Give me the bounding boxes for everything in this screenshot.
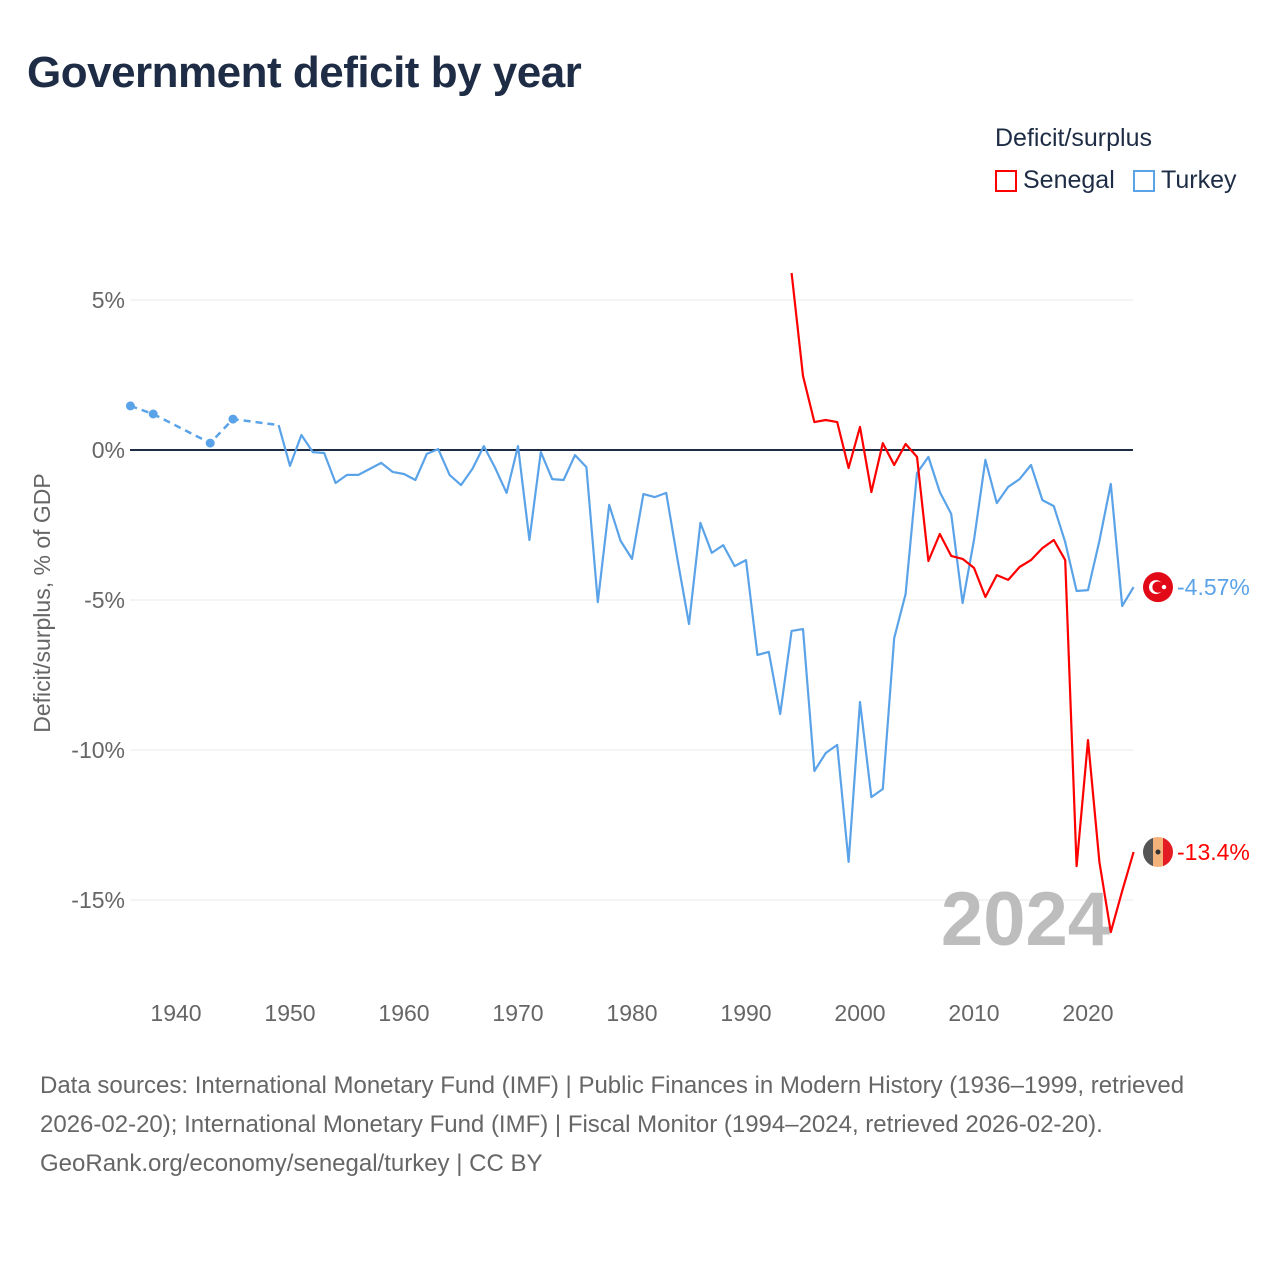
y-tick-label: -10% [71,737,125,763]
flag-star [1155,849,1161,855]
end-value-label-turkey: -4.57% [1177,574,1250,600]
x-tick-label: 1970 [492,1000,543,1026]
flag-stripe-right [1163,837,1173,867]
legend-title: Deficit/surplus [995,124,1152,152]
data-point-turkey [125,401,135,411]
x-tick-label: 1940 [150,1000,201,1026]
y-tick-label: 5% [92,287,125,313]
x-tick-label: 2020 [1062,1000,1113,1026]
x-tick-label: 1980 [606,1000,657,1026]
turkey-flag-icon [1143,572,1173,603]
y-tick-label: 0% [92,437,125,463]
legend-label: Senegal [1023,166,1115,194]
data-point-turkey [205,438,215,448]
legend-swatch-turkey [1133,169,1155,192]
x-tick-label: 2000 [834,1000,885,1026]
credit-link[interactable]: GeoRank.org/economy/senegal/turkey | CC … [40,1150,543,1177]
legend-item-turkey[interactable]: Turkey [1133,166,1236,195]
footer: Data sources: International Monetary Fun… [40,1066,1240,1183]
y-tick-label: -15% [71,887,125,913]
flag-star [1161,584,1167,590]
senegal-flag-icon [1143,837,1173,867]
series-line-turkey [277,424,1135,864]
data-point-turkey [228,414,238,424]
series-line-senegal [790,272,1135,934]
data-sources: Data sources: International Monetary Fun… [40,1072,1185,1138]
end-value-label-senegal: -13.4% [1177,839,1250,865]
flag-stripe-left [1143,837,1153,867]
x-tick-label: 1990 [720,1000,771,1026]
flag-crescent-cut [1152,581,1164,593]
data-point-turkey [148,409,158,419]
x-tick-label: 1950 [264,1000,315,1026]
legend-swatch-senegal [995,169,1017,192]
x-tick-label: 2010 [948,1000,999,1026]
y-tick-label: -5% [84,587,125,613]
y-axis-label: Deficit/surplus, % of GDP [29,473,55,732]
legend-item-senegal[interactable]: Senegal [995,166,1115,195]
chart-title: Government deficit by year [27,48,582,97]
x-tick-label: 1960 [378,1000,429,1026]
legend-label: Turkey [1161,166,1237,194]
current-year-label: 2024 [941,877,1110,962]
